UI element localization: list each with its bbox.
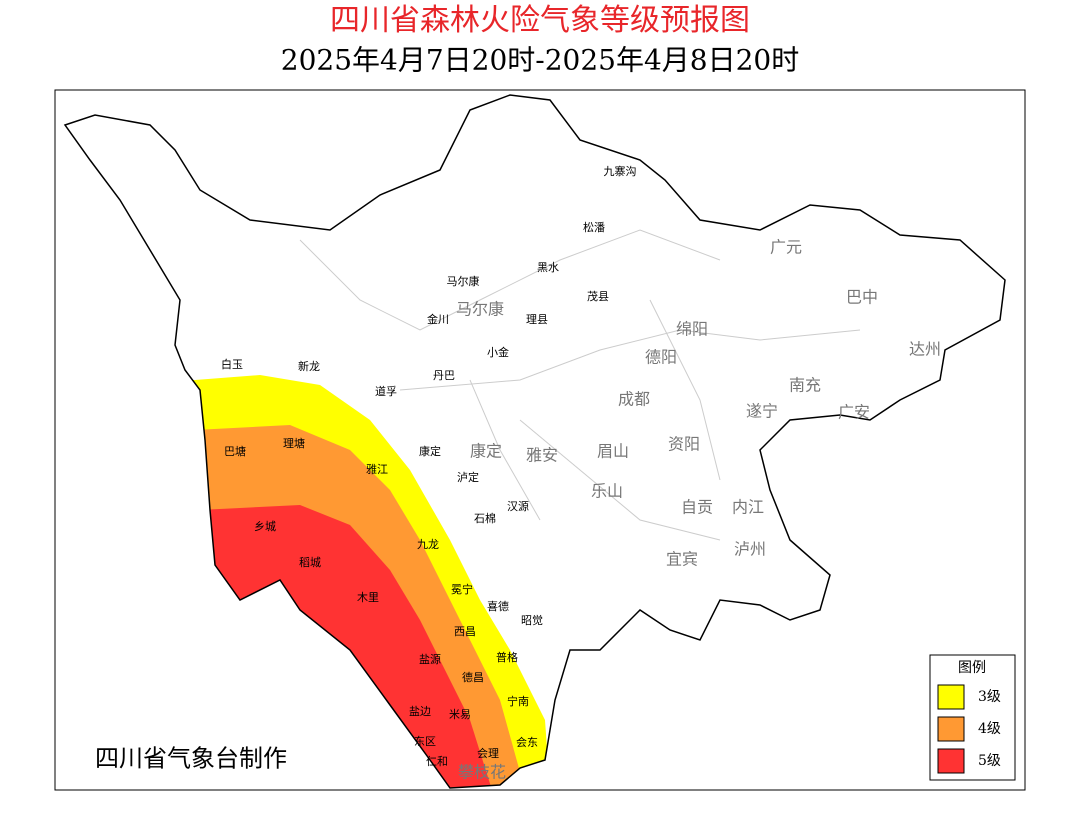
legend-swatch <box>937 748 965 774</box>
county-label: 东区 <box>414 735 436 748</box>
legend-swatch <box>937 716 965 742</box>
county-label: 小金 <box>487 345 509 359</box>
city-label: 资阳 <box>668 435 700 454</box>
subtitle: 2025年4月7日20时-2025年4月8日20时 <box>281 44 800 77</box>
county-label: 稻城 <box>299 556 321 569</box>
city-label: 康定 <box>470 442 502 461</box>
county-label: 泸定 <box>457 470 479 484</box>
city-label: 南充 <box>789 376 821 395</box>
county-label: 乡城 <box>254 520 276 533</box>
province-outline <box>63 94 1006 789</box>
county-label: 西昌 <box>454 625 476 638</box>
city-label: 宜宾 <box>666 550 698 569</box>
county-label: 黑水 <box>537 261 559 274</box>
county-label: 昭觉 <box>521 614 543 627</box>
legend-label: 5级 <box>978 753 1001 769</box>
city-label: 自贡 <box>681 498 713 517</box>
city-label: 乐山 <box>591 482 623 501</box>
city-label: 巴中 <box>846 288 878 307</box>
city-label: 眉山 <box>597 442 629 461</box>
county-label: 康定 <box>419 444 441 458</box>
city-label: 内江 <box>732 498 764 517</box>
county-label: 仁和 <box>426 755 448 768</box>
county-label: 石棉 <box>474 511 496 525</box>
county-label: 金川 <box>427 312 449 326</box>
county-label: 德昌 <box>462 670 484 684</box>
county-label: 木里 <box>357 591 379 604</box>
legend-title: 图例 <box>958 660 986 676</box>
legend-label: 3级 <box>978 689 1001 705</box>
county-label: 盐边 <box>409 705 431 718</box>
city-label: 泸州 <box>734 540 766 559</box>
city-label: 广元 <box>770 238 802 257</box>
county-label: 会东 <box>516 736 538 749</box>
county-label: 普格 <box>496 650 518 664</box>
county-label: 新龙 <box>298 359 320 373</box>
credit: 四川省气象台制作 <box>95 745 287 773</box>
county-label: 宁南 <box>507 694 529 708</box>
county-label: 九龙 <box>417 538 439 551</box>
county-label: 汉源 <box>507 499 529 513</box>
county-label: 盐源 <box>419 652 441 666</box>
city-label: 成都 <box>618 390 650 409</box>
county-label: 冕宁 <box>451 582 473 596</box>
city-label: 德阳 <box>645 348 677 367</box>
county-label: 巴塘 <box>224 444 246 458</box>
legend-items: 3级 4级 5级 <box>937 684 1001 774</box>
county-boundaries <box>299 229 861 541</box>
county-label: 白玉 <box>221 357 243 371</box>
legend-swatch <box>937 684 965 710</box>
city-label: 遂宁 <box>746 402 778 421</box>
city-label: 攀枝花 <box>458 763 506 782</box>
city-label: 绵阳 <box>676 320 708 339</box>
county-label: 九寨沟 <box>604 164 637 178</box>
title: 四川省森林火险气象等级预报图 <box>330 3 750 38</box>
city-label: 马尔康 <box>456 300 504 319</box>
city-label: 广安 <box>838 403 870 422</box>
county-label: 马尔康 <box>447 274 480 288</box>
county-label: 喜德 <box>487 599 509 613</box>
county-label: 道孚 <box>375 384 397 398</box>
county-label: 丹巴 <box>433 369 455 382</box>
county-label: 雅江 <box>366 462 388 476</box>
county-label: 理县 <box>526 313 548 326</box>
city-label: 达州 <box>909 340 941 359</box>
county-label: 理塘 <box>283 436 305 450</box>
county-label: 会理 <box>477 747 499 760</box>
county-label: 茂县 <box>587 289 609 303</box>
legend-label: 4级 <box>978 721 1001 737</box>
city-label: 雅安 <box>526 446 558 465</box>
county-label: 米易 <box>449 708 471 721</box>
county-label: 松潘 <box>583 220 605 234</box>
